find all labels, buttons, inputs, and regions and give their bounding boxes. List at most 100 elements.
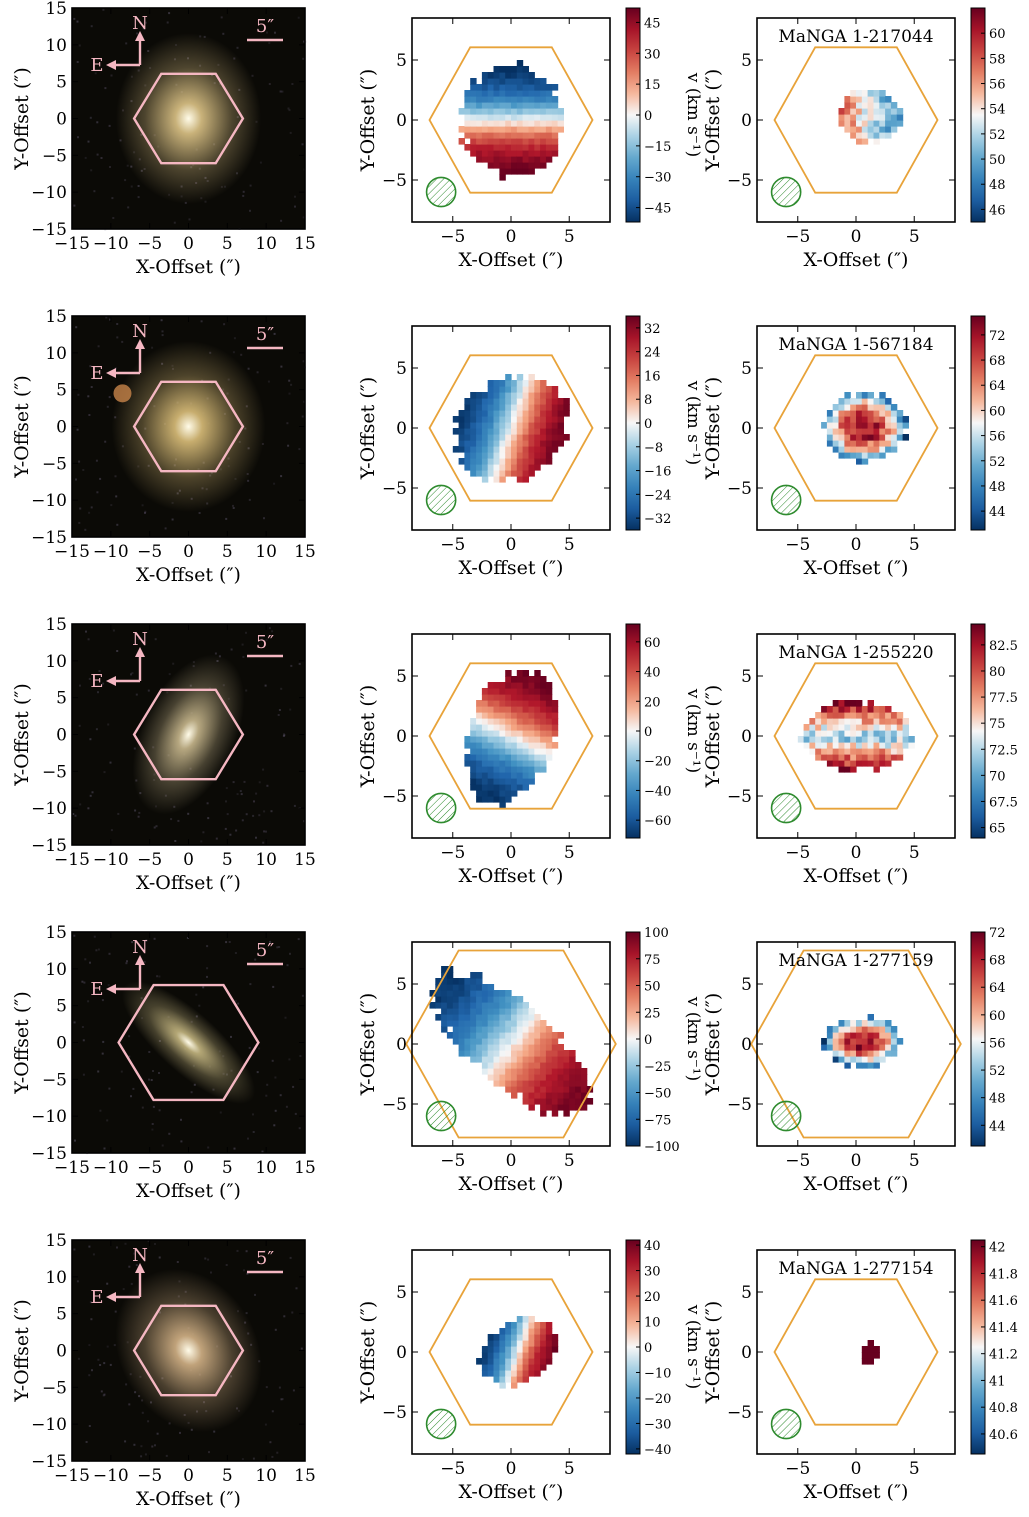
spaxel (844, 1044, 851, 1051)
spaxel (873, 398, 880, 405)
spaxel (867, 392, 874, 399)
spaxel (476, 440, 483, 447)
spaxel (540, 1080, 547, 1087)
spaxel (481, 108, 489, 115)
noise-pixel (277, 714, 280, 716)
spaxel (873, 96, 880, 103)
spaxel (867, 754, 874, 761)
ifu-hexagon (132, 1304, 245, 1397)
spaxel (809, 718, 816, 725)
spaxel (832, 434, 840, 441)
spaxel (511, 742, 518, 749)
spaxel (580, 1074, 588, 1081)
noise-pixel (297, 16, 300, 19)
spaxel (516, 682, 524, 689)
noise-pixel (145, 21, 147, 24)
spaxel (499, 72, 506, 79)
spaxel (522, 452, 529, 459)
noise-pixel (128, 1035, 131, 1038)
spaxel (522, 422, 529, 429)
spaxel (879, 126, 886, 133)
noise-pixel (286, 964, 289, 967)
spaxel (838, 1032, 845, 1039)
spaxel (856, 706, 863, 713)
spaxel (885, 410, 892, 417)
spaxel (470, 150, 477, 157)
spaxel (505, 422, 512, 429)
spaxel (511, 108, 518, 115)
spaxel (545, 144, 553, 151)
ifu-hexagon (132, 380, 245, 473)
spaxel (522, 748, 529, 755)
spaxel (867, 730, 874, 737)
spaxel (545, 742, 553, 749)
spaxel (499, 706, 506, 713)
noise-pixel (180, 1140, 183, 1143)
galaxy-blob (121, 981, 256, 1104)
spaxel (487, 1068, 495, 1075)
spaxel (534, 736, 541, 743)
x-tick-label: 0 (183, 542, 194, 562)
spaxel (534, 386, 541, 393)
noise-pixel (245, 813, 248, 816)
spaxel (551, 428, 559, 435)
spaxel (890, 748, 898, 755)
spaxel (528, 1056, 535, 1063)
spaxel (505, 374, 512, 381)
noise-pixel (259, 161, 262, 164)
spaxel (534, 700, 541, 707)
spaxel (873, 718, 880, 725)
spaxel (493, 712, 500, 719)
spaxel (563, 434, 570, 441)
noise-pixel (87, 807, 90, 810)
spaxel (540, 114, 547, 121)
spaxel (856, 730, 863, 737)
spaxel (534, 706, 541, 713)
spaxel (528, 1032, 535, 1039)
spaxel (850, 108, 857, 115)
noise-pixel (93, 190, 96, 193)
spaxel (476, 1038, 483, 1045)
colorbar-tick-label: 48 (989, 178, 1006, 193)
spaxel (470, 972, 477, 979)
spaxel (505, 144, 512, 151)
spaxel (493, 66, 500, 73)
spaxel (528, 422, 535, 429)
spaxel (511, 452, 518, 459)
spaxel (580, 1080, 588, 1087)
spaxel (861, 404, 869, 411)
spaxel (563, 1086, 570, 1093)
x-tick-label: 5 (564, 535, 575, 555)
spaxel (534, 1092, 541, 1099)
spaxel (493, 96, 500, 103)
spaxel (522, 108, 529, 115)
spaxel (499, 1050, 506, 1057)
spaxel (511, 150, 518, 157)
noise-pixel (134, 809, 137, 812)
colorbar-tick-label: 40.6 (989, 1428, 1018, 1443)
spaxel (499, 66, 506, 73)
x-tick-label: −5 (137, 1466, 162, 1486)
spaxel (505, 748, 512, 755)
spaxel (856, 1050, 863, 1057)
spaxel (499, 446, 506, 453)
spaxel (487, 1038, 495, 1045)
spaxel (890, 404, 898, 411)
spaxel (499, 1340, 506, 1347)
spaxel (516, 670, 524, 677)
spaxel (534, 458, 541, 465)
spaxel (540, 386, 547, 393)
spaxel (511, 102, 518, 109)
spaxel (563, 1092, 570, 1099)
spaxel (534, 748, 541, 755)
spaxel (516, 706, 524, 713)
spaxel (481, 1352, 489, 1359)
spaxel (856, 416, 863, 423)
spaxel (856, 1038, 863, 1045)
spaxel (511, 440, 518, 447)
spaxel (493, 144, 500, 151)
spaxel (476, 724, 483, 731)
spaxel (493, 446, 500, 453)
colorbar-tick-label: −16 (644, 465, 671, 480)
spaxel (879, 1050, 886, 1057)
